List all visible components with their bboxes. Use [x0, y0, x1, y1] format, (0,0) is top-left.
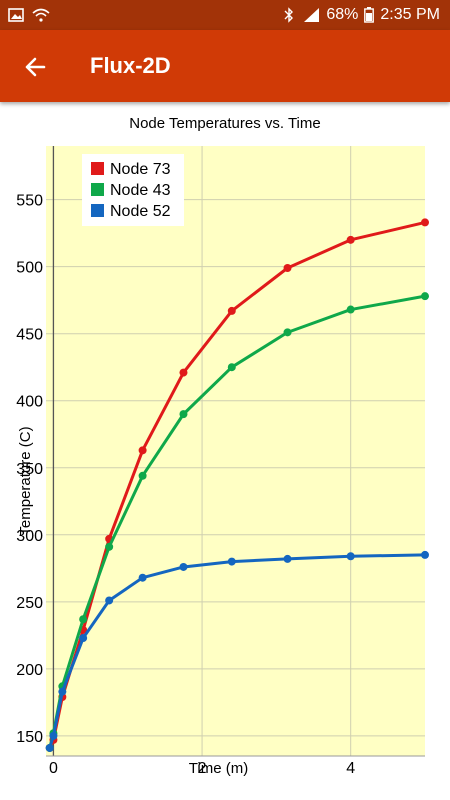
lte-signal-icon	[300, 7, 320, 23]
y-tick-label: 400	[16, 394, 43, 411]
x-axis-title: Time (m)	[189, 760, 248, 777]
status-left-icons	[8, 6, 50, 24]
battery-icon	[364, 7, 375, 23]
data-point	[227, 557, 236, 566]
plot-area	[46, 146, 425, 756]
y-tick-label: 450	[16, 327, 43, 344]
legend-label: Node 43	[110, 182, 171, 199]
data-point	[79, 634, 88, 643]
wifi-icon	[32, 8, 50, 22]
legend-label: Node 52	[110, 203, 171, 220]
y-tick-label: 300	[16, 528, 43, 545]
data-point	[179, 562, 188, 571]
legend-swatch	[91, 204, 104, 217]
data-point	[49, 731, 58, 740]
y-tick-label: 350	[16, 461, 43, 478]
y-tick-label: 250	[16, 595, 43, 612]
data-point	[283, 328, 292, 337]
data-point	[58, 687, 67, 696]
data-point	[421, 292, 429, 301]
y-tick-label: 200	[16, 662, 43, 679]
bluetooth-icon	[284, 7, 294, 23]
x-tick-label: 4	[346, 760, 355, 777]
status-time: 2:35 PM	[380, 6, 440, 23]
data-point	[283, 264, 292, 272]
data-point	[105, 596, 114, 605]
data-point	[45, 743, 54, 752]
series	[45, 218, 429, 752]
axes: 150 200 250 300 350 400 450 500 550 0 2 4	[16, 146, 425, 777]
data-point	[421, 550, 429, 559]
data-point	[179, 368, 188, 377]
data-point	[138, 471, 147, 480]
data-point	[138, 573, 147, 582]
legend-label: Node 73	[110, 161, 171, 178]
legend-swatch	[91, 183, 104, 196]
data-point	[105, 542, 114, 551]
data-point	[227, 363, 236, 372]
image-icon	[8, 8, 24, 22]
legend: Node 73 Node 43 Node 52	[82, 154, 184, 226]
data-point	[346, 235, 355, 244]
y-axis-title: Temperature (C)	[17, 426, 34, 535]
data-point	[421, 218, 429, 227]
data-point	[138, 446, 147, 455]
app-title: Flux-2D	[90, 53, 171, 78]
legend-swatch	[91, 162, 104, 175]
x-tick-label: 0	[49, 760, 58, 777]
series-2	[45, 550, 429, 752]
y-tick-label: 150	[16, 729, 43, 746]
back-button[interactable]	[20, 52, 50, 82]
arrow-left-icon	[20, 52, 50, 82]
chart-title: Node Temperatures vs. Time	[129, 115, 321, 132]
status-right: 68% 2:35 PM	[284, 0, 440, 30]
battery-percent: 68%	[326, 6, 359, 23]
data-point	[227, 306, 236, 315]
data-point	[283, 554, 292, 563]
x-tick-label: 2	[198, 760, 207, 777]
y-tick-label: 500	[16, 260, 43, 277]
data-point	[179, 410, 188, 419]
status-bar: 68% 2:35 PM	[0, 0, 450, 30]
data-point	[346, 552, 355, 561]
app-bar: Flux-2D	[0, 30, 450, 102]
data-point	[79, 615, 88, 624]
data-point	[346, 305, 355, 314]
y-tick-label: 550	[16, 193, 43, 210]
